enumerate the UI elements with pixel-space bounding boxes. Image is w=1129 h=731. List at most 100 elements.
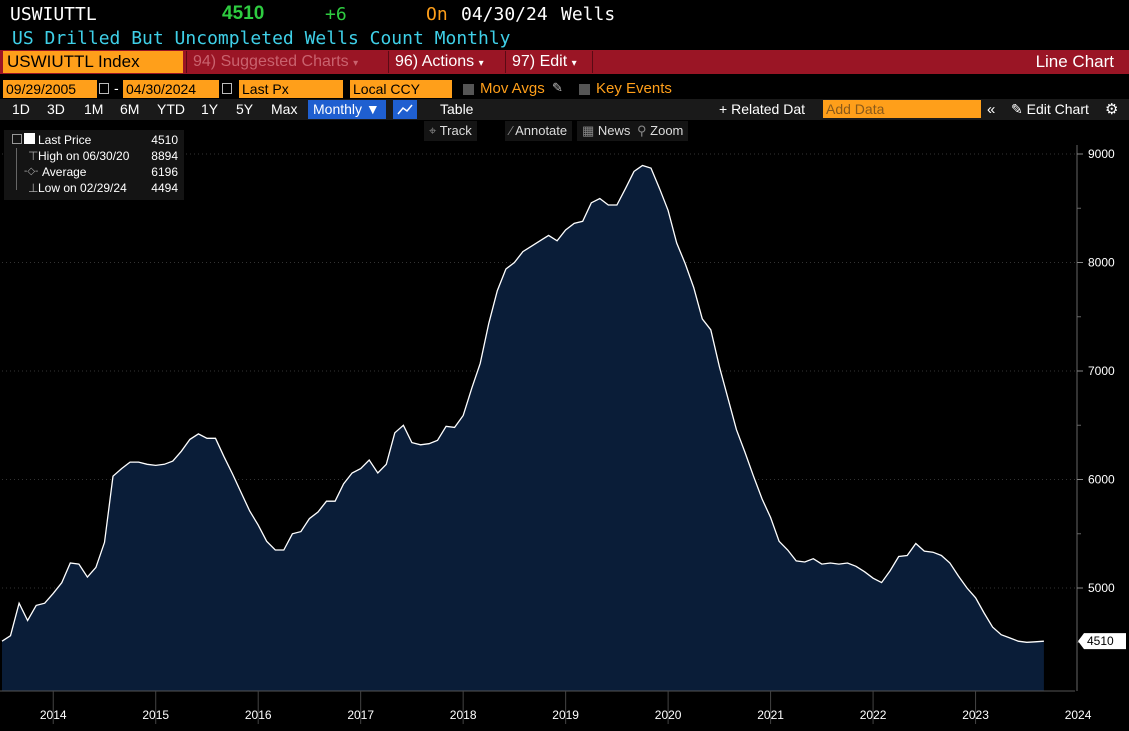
calendar-icon[interactable] (222, 83, 232, 94)
annotate-label: Annotate (515, 123, 568, 138)
period-ytd[interactable]: YTD (157, 101, 185, 117)
line-chart-icon-graphic (397, 104, 413, 115)
track-tool[interactable]: ⌖ Track (424, 121, 477, 141)
frequency-select[interactable]: Monthly ▼ (308, 100, 386, 119)
security-field[interactable]: USWIUTTL Index (3, 51, 183, 73)
x-tick-label: 2024 (1065, 708, 1092, 722)
price-change: +6 (325, 4, 347, 25)
x-tick-label: 2018 (450, 708, 477, 722)
collapse-icon[interactable]: « (987, 101, 996, 118)
pencil-icon: ✎ (1011, 101, 1023, 117)
date-separator: - (114, 80, 119, 96)
toolbar-divider (505, 51, 506, 73)
zoom-tool[interactable]: ⚲ Zoom (632, 121, 689, 141)
key-events-label: Key Events (596, 80, 672, 97)
annotate-icon: ∕ (510, 123, 513, 138)
x-tick-label: 2023 (962, 708, 989, 722)
news-icon: ▦ (582, 123, 595, 138)
period-3d[interactable]: 3D (47, 101, 65, 117)
collapse-box-icon[interactable] (12, 134, 22, 144)
y-tick-label: 5000 (1088, 581, 1115, 595)
table-view-button[interactable]: Table (440, 101, 474, 117)
calendar-icon[interactable] (99, 83, 109, 94)
gear-icon[interactable]: ⚙ (1105, 101, 1119, 118)
y-tick-label: 6000 (1088, 473, 1115, 487)
x-tick-label: 2020 (655, 708, 682, 722)
security-description: US Drilled But Uncompleted Wells Count M… (12, 28, 511, 49)
x-tick-label: 2015 (142, 708, 169, 722)
mov-avgs-label: Mov Avgs (480, 80, 545, 97)
x-tick-label: 2014 (40, 708, 67, 722)
mov-avgs-checkbox[interactable] (463, 84, 474, 95)
period-6m[interactable]: 6M (120, 101, 140, 117)
news-tool[interactable]: ▦ News (577, 121, 636, 141)
end-date-field[interactable]: 04/30/2024 (123, 80, 219, 98)
annotate-tool[interactable]: ∕ Annotate (505, 121, 573, 141)
period-max[interactable]: Max (271, 101, 298, 117)
chevron-down-icon: ▾ (478, 58, 484, 69)
chevron-down-icon: ▾ (353, 58, 359, 69)
series-swatch (24, 133, 35, 144)
chart-legend: Last Price 4510 ⊤ High on 06/30/20 8894 … (4, 130, 184, 200)
legend-last-label: Last Price (38, 133, 92, 147)
as-of-date: 04/30/24 (461, 4, 548, 25)
ticker-symbol: USWIUTTL (10, 4, 97, 25)
average-marker-icon: -◇- (24, 166, 39, 177)
plus-icon: + (719, 101, 728, 117)
edit-chart-label: Edit Chart (1026, 101, 1089, 117)
last-price: 4510 (222, 3, 265, 24)
legend-low-label: Low on 02/29/24 (38, 181, 127, 195)
legend-avg-value: 6196 (151, 165, 178, 179)
period-1m[interactable]: 1M (84, 101, 104, 117)
edit-chart-button[interactable]: ✎ Edit Chart (1011, 99, 1089, 120)
currency-select[interactable]: Local CCY (350, 80, 452, 98)
units-label: Wells (561, 4, 616, 25)
related-data-button[interactable]: + Related Dat (719, 99, 805, 120)
period-1d[interactable]: 1D (12, 101, 30, 117)
field-select[interactable]: Last Px (239, 80, 343, 98)
series-line (1, 164, 1044, 643)
legend-avg-label: Average (42, 165, 87, 179)
x-tick-label: 2017 (347, 708, 374, 722)
x-tick-label: 2021 (757, 708, 784, 722)
suggested-charts-button[interactable]: 94) Suggested Charts ▾ (193, 51, 358, 73)
y-tick-label: 9000 (1088, 147, 1115, 161)
edit-button[interactable]: 97) Edit ▾ (512, 51, 577, 73)
series-area (2, 165, 1044, 691)
add-data-input[interactable]: Add Data (823, 100, 981, 118)
track-label: Track (439, 123, 472, 138)
zoom-icon: ⚲ (637, 123, 647, 138)
chevron-down-icon: ▾ (571, 58, 577, 69)
frequency-label: Monthly (313, 101, 363, 117)
on-label: On (426, 4, 448, 25)
related-data-label: Related Dat (731, 101, 806, 117)
legend-low-value: 4494 (151, 181, 178, 195)
news-label: News (597, 123, 631, 138)
legend-high-value: 8894 (151, 149, 178, 163)
legend-high-label: High on 06/30/20 (38, 149, 130, 163)
toolbar-divider (186, 51, 187, 73)
line-chart-icon[interactable] (393, 100, 417, 119)
x-tick-label: 2022 (860, 708, 887, 722)
pencil-icon[interactable]: ✎ (552, 80, 563, 95)
low-marker-icon: ⊥ (28, 181, 39, 195)
y-tick-label: 7000 (1088, 364, 1115, 378)
dropdown-arrow-icon: ▼ (365, 101, 380, 117)
suggested-charts-label: 94) Suggested Charts (193, 53, 349, 70)
last-value-label: 4510 (1087, 634, 1114, 648)
actions-label: 96) Actions (395, 53, 475, 70)
start-date-field[interactable]: 09/29/2005 (3, 80, 97, 98)
x-tick-label: 2019 (552, 708, 579, 722)
zoom-label: Zoom (650, 123, 684, 138)
toolbar-divider (388, 51, 389, 73)
key-events-checkbox[interactable] (579, 84, 590, 95)
period-5y[interactable]: 5Y (236, 101, 254, 117)
edit-label: 97) Edit (512, 53, 568, 70)
crosshair-icon: ⌖ (429, 123, 437, 138)
actions-button[interactable]: 96) Actions ▾ (395, 51, 484, 73)
x-tick-label: 2016 (245, 708, 272, 722)
legend-tree-line (16, 148, 17, 190)
period-1y[interactable]: 1Y (201, 101, 219, 117)
toolbar-bar (0, 50, 1129, 74)
